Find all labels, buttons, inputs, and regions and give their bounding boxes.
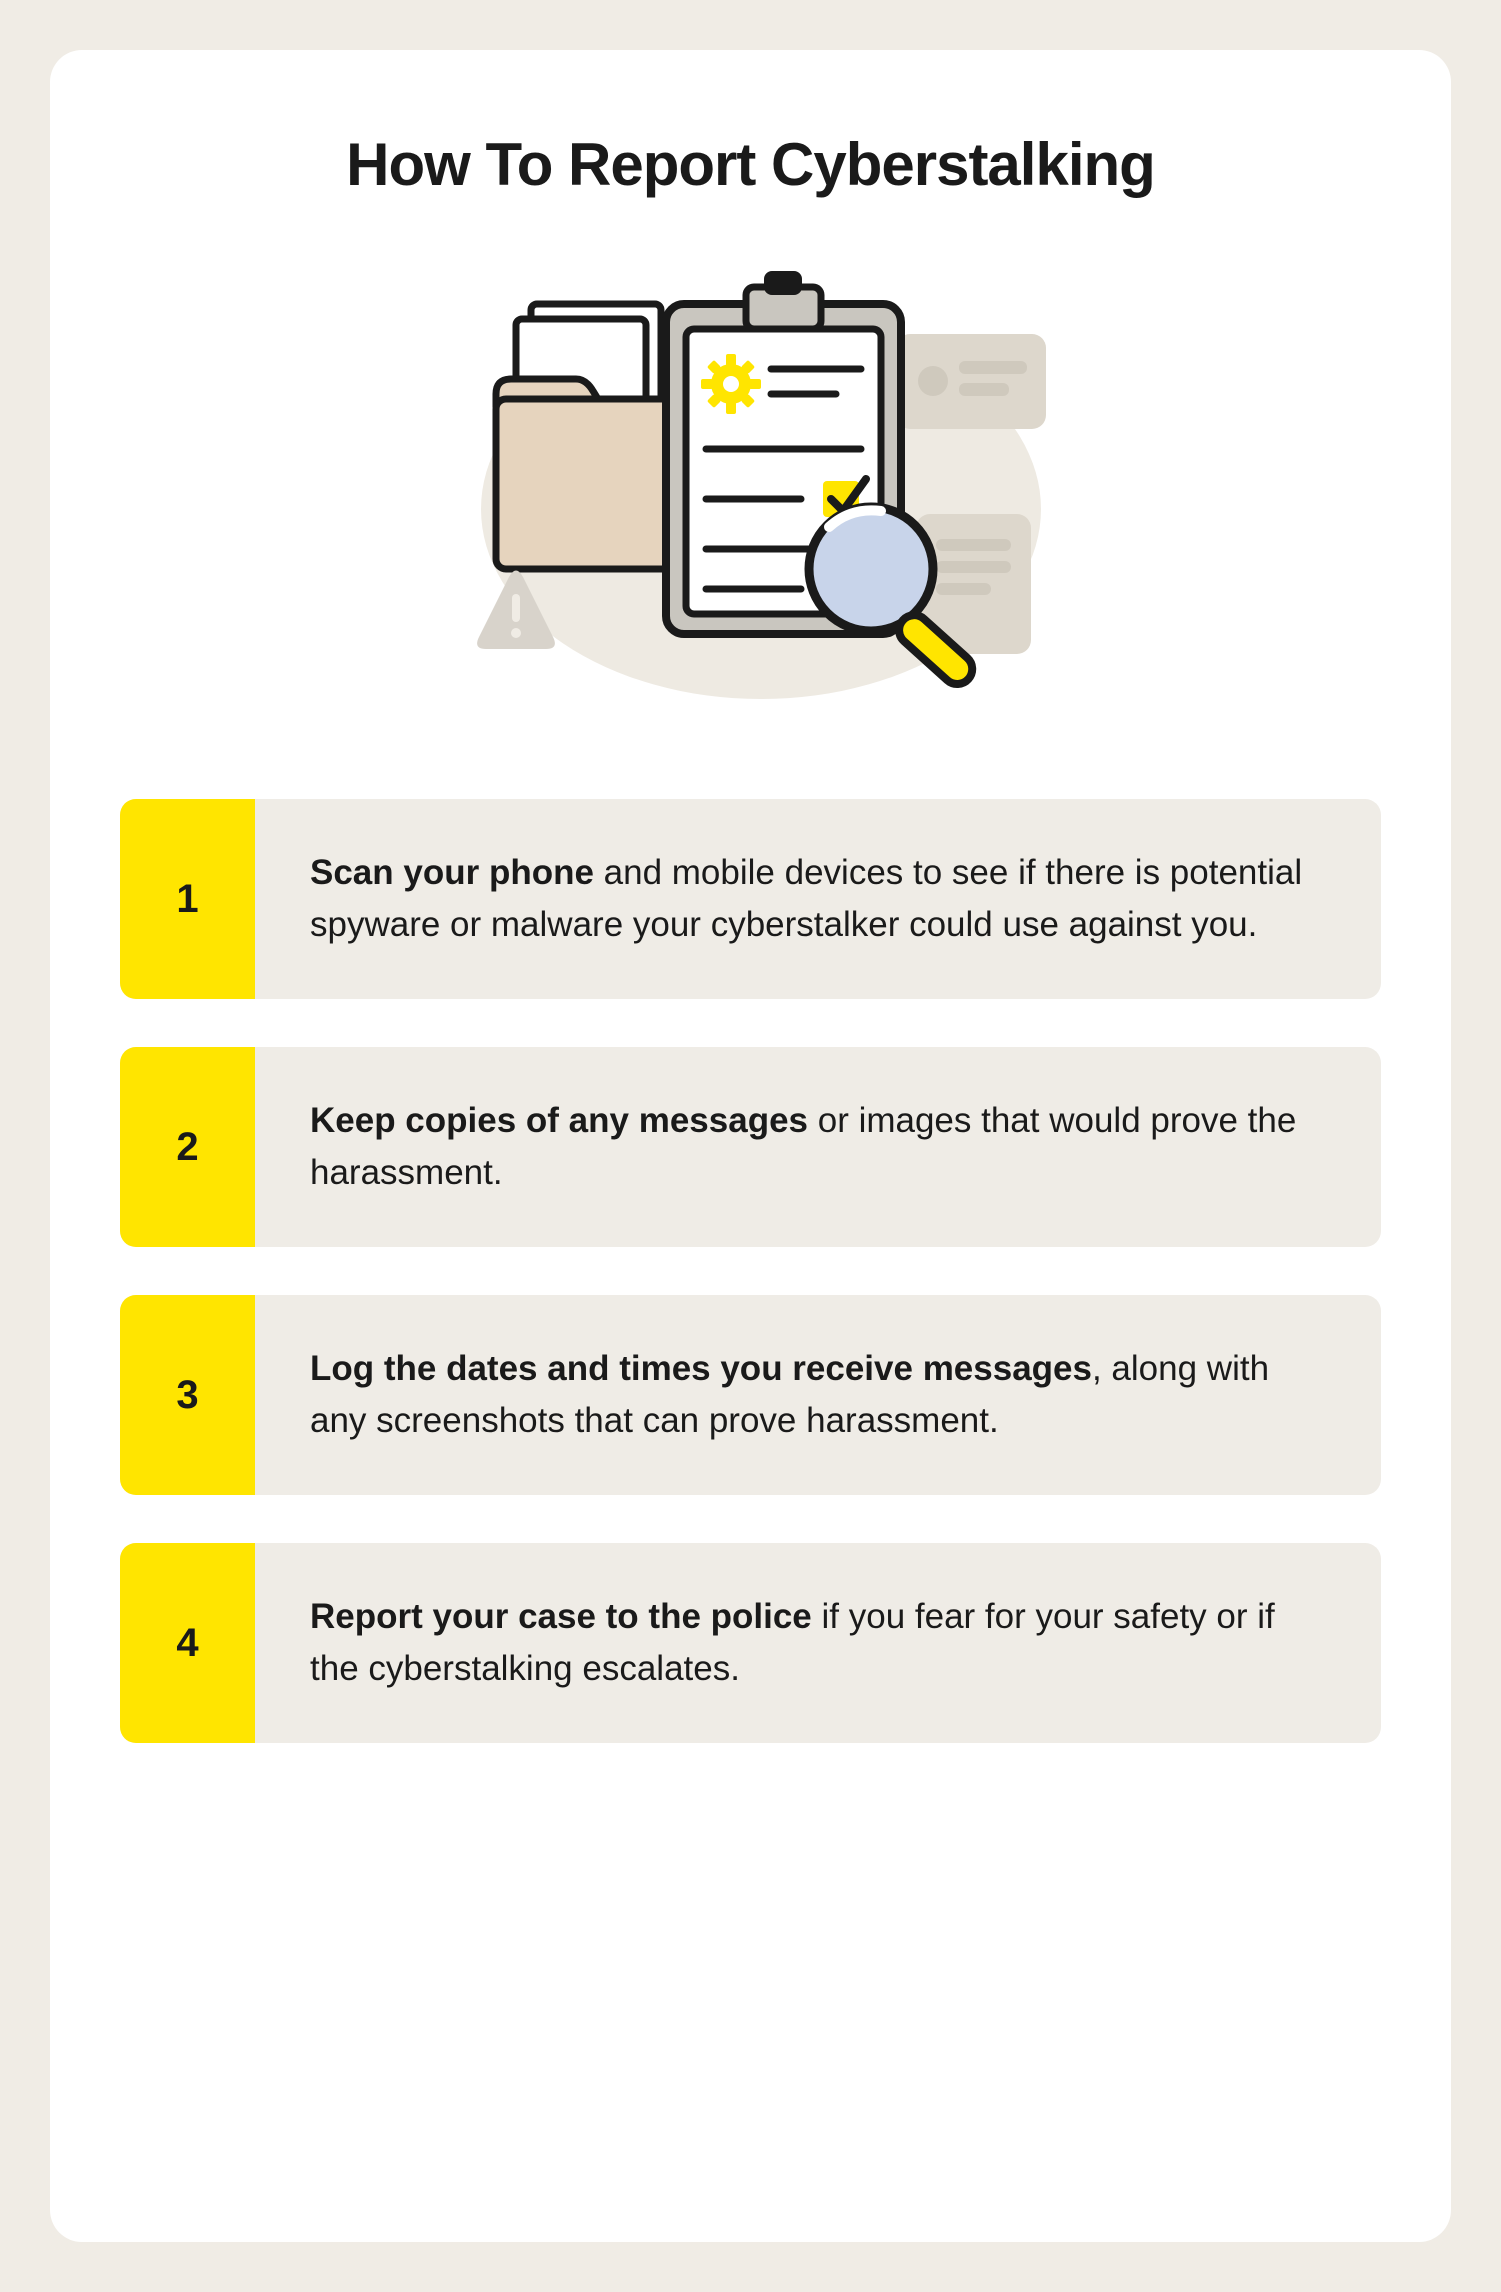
step-text: Log the dates and times you receive mess…: [255, 1295, 1381, 1495]
step-text: Scan your phone and mobile devices to se…: [255, 799, 1381, 999]
step-item: 2 Keep copies of any messages or images …: [120, 1047, 1381, 1247]
step-bold: Log the dates and times you receive mess…: [310, 1349, 1092, 1388]
step-number: 2: [120, 1047, 255, 1247]
page-title: How To Report Cyberstalking: [120, 130, 1381, 199]
illustration-container: [120, 249, 1381, 709]
steps-list: 1 Scan your phone and mobile devices to …: [120, 799, 1381, 1743]
report-illustration: [431, 249, 1071, 709]
step-bold: Scan your phone: [310, 853, 594, 892]
infographic-card: How To Report Cyberstalking: [50, 50, 1451, 2242]
step-text: Report your case to the police if you fe…: [255, 1543, 1381, 1743]
step-text: Keep copies of any messages or images th…: [255, 1047, 1381, 1247]
step-item: 3 Log the dates and times you receive me…: [120, 1295, 1381, 1495]
step-number: 1: [120, 799, 255, 999]
step-number: 4: [120, 1543, 255, 1743]
step-item: 1 Scan your phone and mobile devices to …: [120, 799, 1381, 999]
step-number: 3: [120, 1295, 255, 1495]
step-bold: Keep copies of any messages: [310, 1101, 808, 1140]
step-item: 4 Report your case to the police if you …: [120, 1543, 1381, 1743]
id-card-icon: [896, 334, 1046, 429]
step-bold: Report your case to the police: [310, 1597, 812, 1636]
